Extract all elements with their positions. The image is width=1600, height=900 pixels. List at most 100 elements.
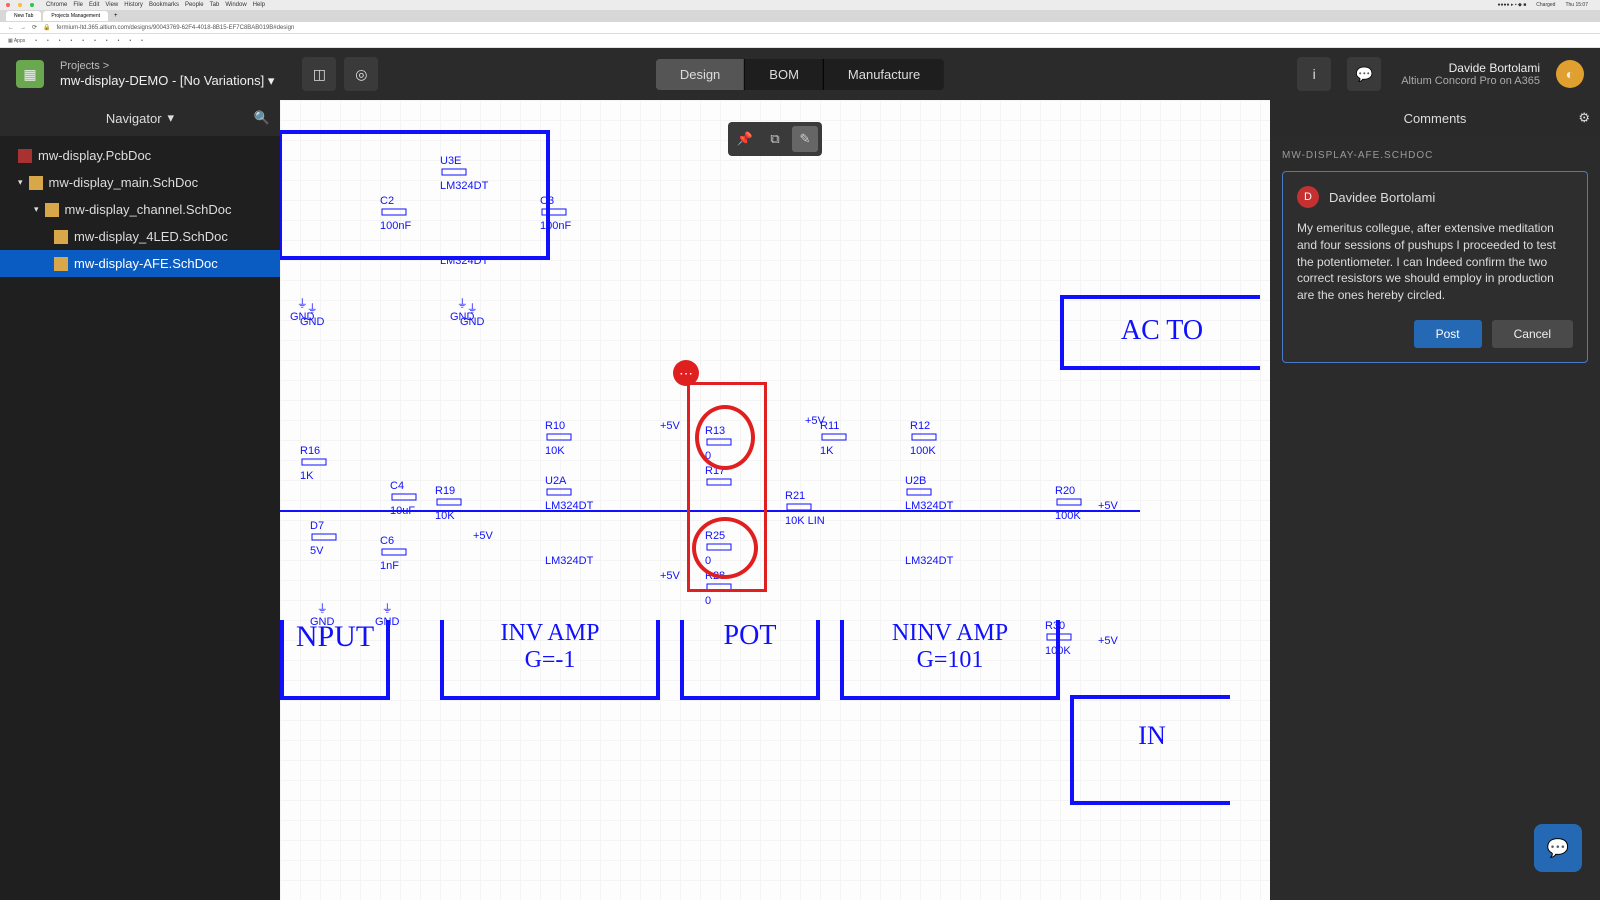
component-label: U2BLM324DT bbox=[905, 475, 953, 512]
power-label: +5V bbox=[660, 570, 680, 582]
project-name: mw-display-DEMO - [No Variations] bbox=[60, 73, 264, 88]
tree-item-schdoc[interactable]: mw-display-AFE.SchDoc bbox=[0, 250, 280, 277]
power-label: +5V bbox=[660, 420, 680, 432]
component-value: LM324DT bbox=[545, 555, 593, 567]
sch-section-block: POT bbox=[680, 620, 820, 700]
component-label: R1910K bbox=[435, 485, 463, 522]
comment-body-input[interactable]: My emeritus collegue, after extensive me… bbox=[1297, 220, 1573, 304]
mac-menu-item[interactable]: Tab bbox=[210, 2, 220, 8]
power-label: +5V bbox=[1098, 500, 1118, 512]
app-logo-icon[interactable]: ▦ bbox=[16, 60, 44, 88]
sch-file-icon bbox=[45, 203, 59, 217]
comment-editor: D Davidee Bortolami My emeritus collegue… bbox=[1282, 171, 1588, 363]
sch-section-block: NPUT bbox=[280, 620, 390, 700]
comments-doc-tag: MW-DISPLAY-AFE.SCHDOC bbox=[1282, 136, 1588, 171]
canvas-floating-toolbar: 📌 ⧉ ✎ bbox=[728, 122, 822, 156]
comment-anchor-icon[interactable]: ⋯ bbox=[673, 360, 699, 386]
user-avatar-icon[interactable]: ◐ bbox=[1556, 60, 1584, 88]
annotation-circle bbox=[695, 405, 755, 470]
new-comment-fab[interactable]: 💬 bbox=[1534, 824, 1582, 872]
power-label: +5V bbox=[1098, 635, 1118, 647]
sch-file-icon bbox=[54, 230, 68, 244]
component-label: C61nF bbox=[380, 535, 408, 572]
chevron-down-icon[interactable]: ▾ bbox=[268, 73, 275, 88]
pin-icon[interactable]: 📌 bbox=[732, 126, 758, 152]
component-label: R12100K bbox=[910, 420, 938, 457]
mac-menubar-right: ●●●● ▸ ▪ ◆ ■ Charged Thu 15:07 bbox=[1497, 2, 1594, 8]
browser-tab[interactable]: Projects Management bbox=[43, 11, 108, 21]
user-info[interactable]: Davide Bortolami Altium Concord Pro on A… bbox=[1401, 61, 1540, 87]
breadcrumb[interactable]: Projects > bbox=[60, 60, 274, 73]
component-value: LM324DT bbox=[440, 255, 488, 267]
lock-icon: 🔒 bbox=[43, 24, 50, 31]
bookmark-item[interactable]: ▦ Apps bbox=[8, 38, 25, 44]
sch-block bbox=[280, 130, 550, 260]
tree-item-schdoc[interactable]: ▾ mw-display_channel.SchDoc bbox=[0, 196, 280, 223]
sch-block: AC TO bbox=[1060, 295, 1260, 370]
tab-bom[interactable]: BOM bbox=[745, 59, 824, 90]
forward-button[interactable]: → bbox=[20, 25, 26, 31]
back-button[interactable]: ← bbox=[8, 25, 14, 31]
caret-icon[interactable]: ▾ bbox=[34, 204, 39, 215]
comments-title: Comments bbox=[1404, 111, 1467, 126]
component-label: D75V bbox=[310, 520, 338, 557]
component-value: LM324DT bbox=[905, 555, 953, 567]
info-icon[interactable]: i bbox=[1297, 57, 1331, 91]
sidebar: Navigator ▾ 🔍 mw-display.PcbDoc ▾ mw-dis… bbox=[0, 100, 280, 900]
wire bbox=[280, 130, 282, 260]
component-label: R30100K bbox=[1045, 620, 1073, 657]
comment-author-name: Davidee Bortolami bbox=[1329, 190, 1435, 205]
mac-menu-item[interactable]: View bbox=[105, 2, 118, 8]
search-icon[interactable]: 🔍 bbox=[254, 110, 270, 126]
post-button[interactable]: Post bbox=[1414, 320, 1482, 348]
file-tree: mw-display.PcbDoc ▾ mw-display_main.SchD… bbox=[0, 136, 280, 277]
project-title[interactable]: Projects > mw-display-DEMO - [No Variati… bbox=[60, 60, 274, 89]
gear-icon[interactable]: ⚙ bbox=[1578, 110, 1590, 126]
pencil-icon[interactable]: ✎ bbox=[792, 126, 818, 152]
component-label: U2ALM324DT bbox=[545, 475, 593, 512]
power-label: +5V bbox=[805, 415, 825, 427]
panel-toggle-icon[interactable]: ◫ bbox=[302, 57, 336, 91]
mac-menu-item[interactable]: Window bbox=[225, 2, 246, 8]
component-label: R20100K bbox=[1055, 485, 1083, 522]
address-bar[interactable]: fermium-ltd.365.altium.com/designs/90043… bbox=[57, 25, 295, 31]
mac-menu-item[interactable]: History bbox=[124, 2, 143, 8]
navigator-title: Navigator bbox=[106, 111, 162, 126]
navigator-header[interactable]: Navigator ▾ 🔍 bbox=[0, 100, 280, 136]
mode-switcher: Design BOM Manufacture bbox=[656, 59, 944, 90]
mac-menu-item[interactable]: Edit bbox=[89, 2, 99, 8]
component-label: C2100nF bbox=[380, 195, 411, 232]
eye-icon[interactable]: ◎ bbox=[344, 57, 378, 91]
component-label: C3100nF bbox=[540, 195, 571, 232]
region-comment-icon[interactable]: ⧉ bbox=[762, 126, 788, 152]
cancel-button[interactable]: Cancel bbox=[1492, 320, 1573, 348]
schematic-canvas[interactable]: ⏚GND ⏚GND NPUT INV AMPG=-1POTNINV AMPG=10… bbox=[280, 100, 1270, 900]
comments-panel: Comments ⚙ MW-DISPLAY-AFE.SCHDOC D David… bbox=[1270, 100, 1600, 900]
annotation-circle bbox=[692, 517, 758, 579]
tab-design[interactable]: Design bbox=[656, 59, 745, 90]
gnd-symbol: ⏚GND bbox=[300, 300, 324, 328]
new-tab-button[interactable]: + bbox=[114, 13, 118, 19]
gnd-symbol: ⏚GND bbox=[375, 600, 399, 628]
sch-file-icon bbox=[29, 176, 43, 190]
reload-button[interactable]: ⟳ bbox=[32, 24, 37, 31]
browser-bookmarks-bar: ▦ Apps •••••••••• bbox=[0, 34, 1600, 48]
tree-item-schdoc[interactable]: mw-display_4LED.SchDoc bbox=[0, 223, 280, 250]
tree-item-schdoc[interactable]: ▾ mw-display_main.SchDoc bbox=[0, 169, 280, 196]
sch-section-block: INV AMPG=-1 bbox=[440, 620, 660, 700]
mac-menu-item[interactable]: File bbox=[73, 2, 83, 8]
sch-section-block: NINV AMPG=101 bbox=[840, 620, 1060, 700]
pcb-file-icon bbox=[18, 149, 32, 163]
mac-menu-item[interactable]: Help bbox=[253, 2, 265, 8]
traffic-lights bbox=[6, 3, 40, 7]
caret-icon[interactable]: ▾ bbox=[18, 177, 23, 188]
browser-tab[interactable]: New Tab bbox=[6, 11, 41, 21]
tab-manufacture[interactable]: Manufacture bbox=[824, 59, 944, 90]
chat-icon[interactable]: 💬 bbox=[1347, 57, 1381, 91]
mac-menu-item[interactable]: People bbox=[185, 2, 204, 8]
mac-menu-item[interactable]: Chrome bbox=[46, 2, 67, 8]
tree-item-pcbdoc[interactable]: mw-display.PcbDoc bbox=[0, 142, 280, 169]
comment-author-avatar: D bbox=[1297, 186, 1319, 208]
mac-menu-item[interactable]: Bookmarks bbox=[149, 2, 179, 8]
gnd-symbol: ⏚GND bbox=[310, 600, 334, 628]
